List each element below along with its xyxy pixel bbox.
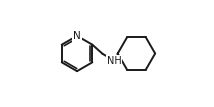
Text: N: N	[73, 31, 81, 41]
Text: NH: NH	[107, 56, 121, 66]
